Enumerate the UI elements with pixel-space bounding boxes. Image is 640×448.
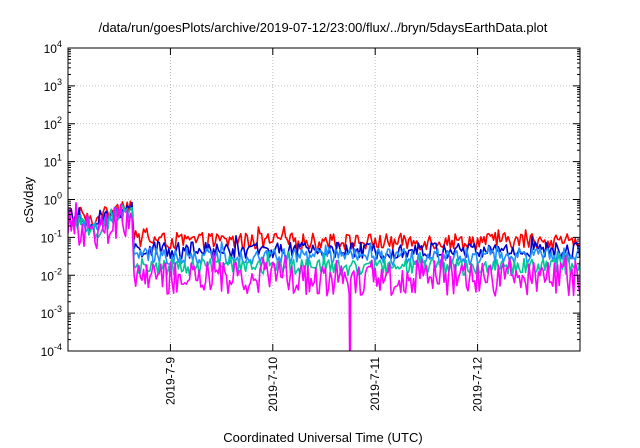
y-tick-label: 102 [44,115,62,132]
y-tick-label: 10-1 [41,228,62,245]
x-tick-label: 2019-7-11 [368,357,382,411]
y-axis-title: cSv/day [21,176,36,223]
y-axis: 10-4 10-3 10-2 10-1 100 101 102 103 104 [41,39,580,359]
series-line [68,200,580,251]
y-tick-label: 101 [44,153,62,170]
y-tick-label: 103 [44,77,62,94]
y-tick-label: 10-2 [41,266,62,283]
chart-title: /data/run/goesPlots/archive/2019-07-12/2… [99,20,548,35]
x-tick-label: 2019-7-12 [471,357,485,412]
y-tick-label: 10-3 [41,304,62,321]
x-tick-label: 2019-7-10 [266,357,280,412]
x-axis-title: Coordinated Universal Time (UTC) [223,430,422,445]
x-tick-label: 2019-7-9 [163,357,177,405]
series-line [68,202,580,351]
y-tick-label: 104 [44,39,62,56]
series-group [68,200,580,351]
x-axis: 2019-7-9 2019-7-10 2019-7-11 2019-7-12 [163,48,485,412]
series-line [68,203,580,266]
y-tick-label: 100 [44,191,62,208]
y-tick-label: 10-4 [41,342,62,359]
grid [68,48,580,351]
